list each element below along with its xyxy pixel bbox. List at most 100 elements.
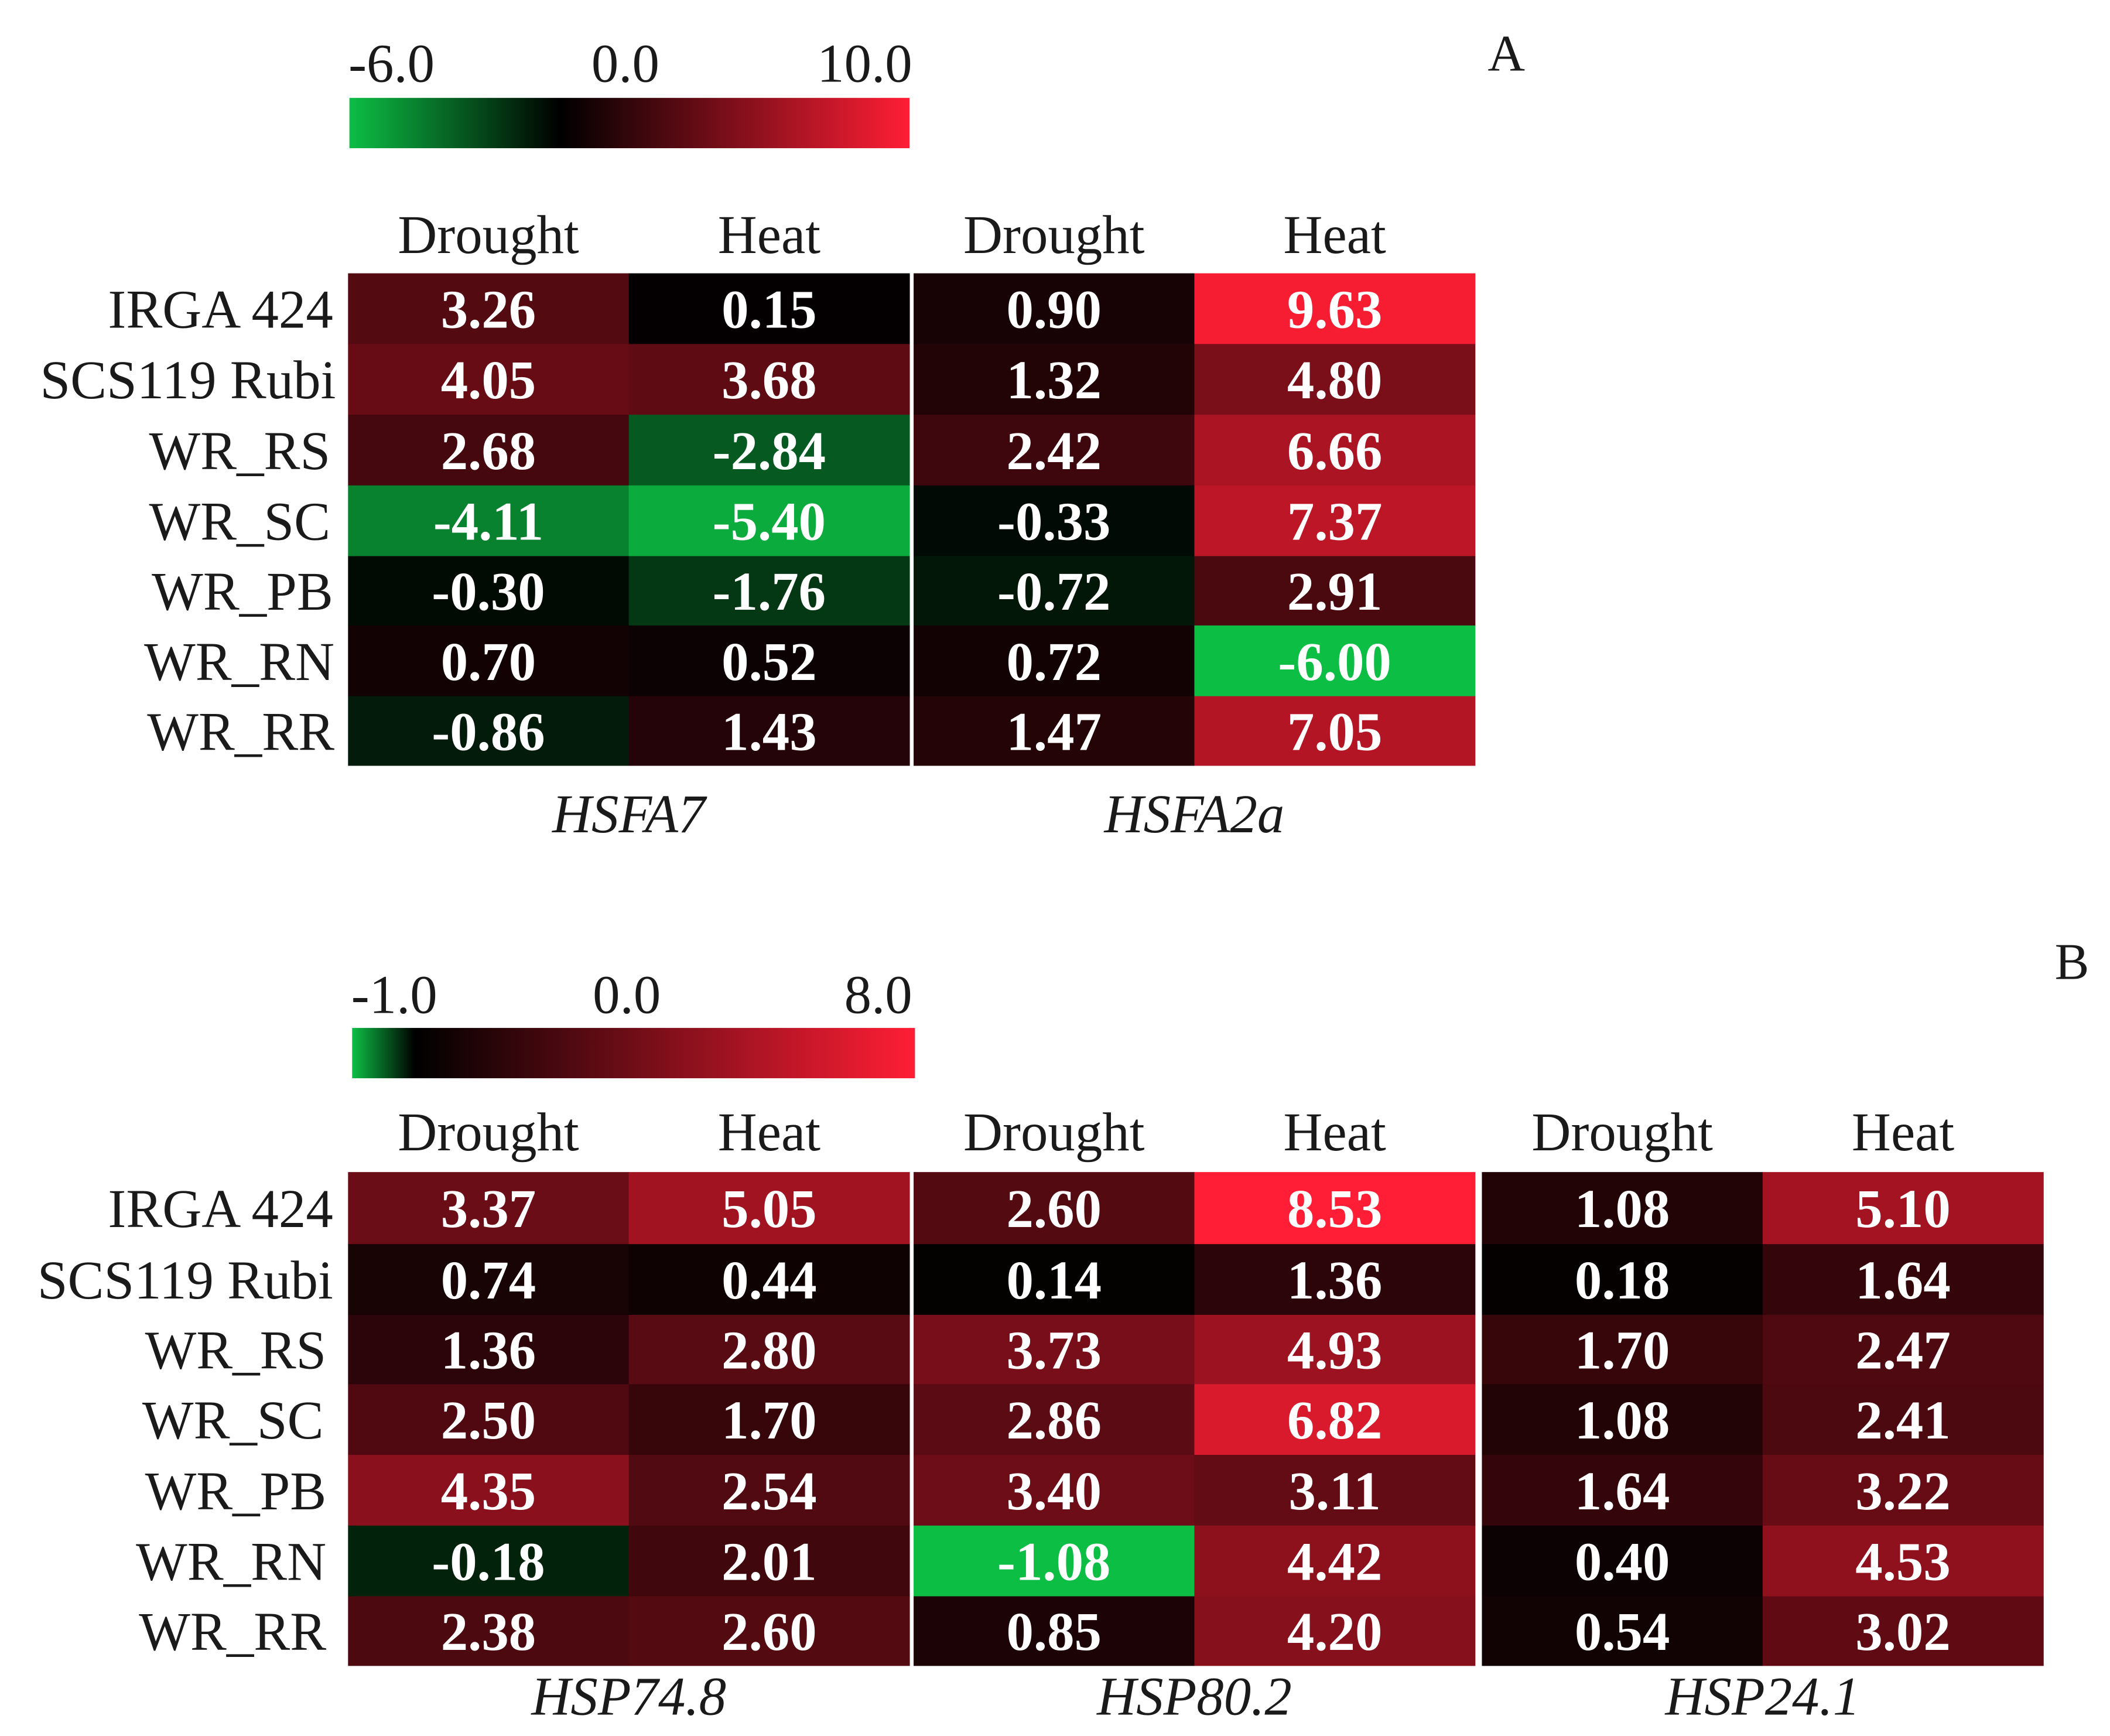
heatmap-cell (914, 1455, 1195, 1526)
heatmap-cell (1194, 1596, 1476, 1666)
condition-header: Heat (1284, 1102, 1386, 1163)
cell-value: 4.53 (1855, 1532, 1951, 1593)
row-label: WR_RS (149, 421, 331, 481)
cell-value: 1.64 (1855, 1250, 1951, 1311)
row-label: WR_PB (145, 1461, 327, 1522)
heatmap-cell (1194, 1314, 1476, 1385)
gene-name: HSFA7 (552, 784, 707, 845)
cell-value: 3.40 (1007, 1461, 1102, 1522)
cell-value: 2.68 (441, 421, 536, 481)
heatmap-cell (1762, 1244, 2044, 1315)
row-label: WR_RN (136, 1532, 326, 1593)
heatmap-cell (914, 273, 1195, 344)
cell-value: 0.90 (1007, 279, 1102, 340)
heatmap-cell (348, 415, 630, 486)
cell-value: 3.11 (1288, 1461, 1380, 1522)
heatmap-cell (348, 556, 630, 626)
cell-value: 2.60 (721, 1602, 817, 1662)
heatmap-cell (1762, 1596, 2044, 1666)
cell-value: 3.68 (721, 350, 817, 411)
cell-value: 5.05 (721, 1179, 817, 1239)
heatmap-cell (1194, 1172, 1476, 1245)
cell-value: -0.72 (997, 562, 1110, 622)
heatmap-cell (1482, 1455, 1763, 1526)
heatmap-cell (628, 485, 910, 557)
condition-header: Drought (963, 1102, 1145, 1163)
gene-block: Drought Heat 1.08 5.10 0.18 1.64 1.70 2.47 1.08 2… (1482, 1102, 2044, 1727)
row-label: WR_SC (149, 492, 331, 552)
heatmap-cell (348, 625, 630, 697)
heatmap-cell (1194, 1455, 1476, 1526)
cell-value: 2.47 (1855, 1321, 1951, 1381)
cell-value: 4.05 (441, 350, 536, 411)
cell-value: 1.32 (1007, 350, 1102, 411)
cell-value: 2.86 (1007, 1390, 1102, 1451)
cell-value: 1.36 (1287, 1250, 1383, 1311)
row-label: IRGA 424 (108, 279, 333, 340)
cell-value: 1.43 (721, 702, 817, 762)
cell-value: 6.66 (1287, 421, 1383, 481)
cell-value: 2.41 (1855, 1390, 1951, 1451)
cell-value: 2.38 (441, 1602, 536, 1662)
heatmap-cell (1194, 1244, 1476, 1315)
cell-value: -5.40 (713, 492, 826, 552)
cell-value: 6.82 (1287, 1390, 1383, 1451)
colorbar-tick-label: 0.0 (593, 965, 661, 1026)
heatmap-cell (348, 1525, 630, 1597)
gene-name: HSP80.2 (1096, 1666, 1292, 1727)
condition-header: Drought (963, 205, 1145, 265)
gene-name: HSP74.8 (531, 1666, 726, 1727)
cell-value: 2.50 (441, 1390, 536, 1451)
row-label: WR_PB (152, 562, 333, 622)
heatmap-cell (1762, 1172, 2044, 1245)
cell-value: 4.20 (1287, 1602, 1383, 1662)
cell-value: 4.35 (441, 1461, 536, 1522)
condition-header: Drought (398, 205, 579, 265)
cell-value: -1.76 (713, 562, 826, 622)
heatmap-cell (914, 485, 1195, 557)
cell-value: 2.60 (1007, 1179, 1102, 1239)
cell-value: 0.44 (721, 1250, 817, 1311)
heatmap-cell (1194, 1384, 1476, 1455)
cell-value: 0.54 (1575, 1602, 1670, 1662)
cell-value: 2.01 (721, 1532, 817, 1593)
heatmap-cell (348, 1384, 630, 1455)
heatmap-cell (628, 273, 910, 344)
heatmap-cell (348, 1244, 630, 1315)
heatmap-cell (1482, 1314, 1763, 1385)
panel-a: A -6.0 0.0 10.0 IRGA 424 SCS119 Rubi WR_RS WR_S… (40, 25, 1526, 845)
cell-value: -2.84 (713, 421, 826, 481)
cell-value: 1.08 (1575, 1390, 1670, 1451)
heatmap-cell (348, 1172, 630, 1245)
cell-value: -0.30 (432, 562, 545, 622)
colorbar-tick-label: -1.0 (351, 965, 437, 1026)
cell-value: 3.73 (1007, 1321, 1102, 1381)
cell-value: 0.85 (1007, 1602, 1102, 1662)
cell-value: 1.47 (1007, 702, 1102, 762)
cell-value: 1.70 (1575, 1321, 1670, 1381)
cell-value: 2.80 (721, 1321, 817, 1381)
heatmap-cell (914, 625, 1195, 697)
heatmap-cell (1482, 1384, 1763, 1455)
heatmap-cell (1482, 1244, 1763, 1315)
cell-value: -1.08 (997, 1532, 1110, 1593)
row-label: WR_RR (139, 1602, 326, 1662)
heatmap-cell (348, 1596, 630, 1666)
heatmap-cell (1762, 1525, 2044, 1597)
row-label: WR_RS (145, 1321, 327, 1381)
cell-value: 0.14 (1007, 1250, 1102, 1311)
cell-value: 2.42 (1007, 421, 1102, 481)
heatmap-cell (628, 1314, 910, 1385)
heatmap-cell (914, 344, 1195, 415)
heatmap-cell (1762, 1384, 2044, 1455)
cell-value: 2.91 (1287, 562, 1383, 622)
heatmap-cell (348, 273, 630, 344)
condition-header: Heat (718, 1102, 820, 1163)
heatmap-cell (914, 1596, 1195, 1666)
heatmap-cell (1482, 1172, 1763, 1245)
heatmap-cell (1194, 485, 1476, 557)
heatmap-cell (1194, 625, 1476, 697)
heatmap-cell (914, 1172, 1195, 1245)
condition-header: Drought (1531, 1102, 1713, 1163)
cell-value: 1.70 (721, 1390, 817, 1451)
